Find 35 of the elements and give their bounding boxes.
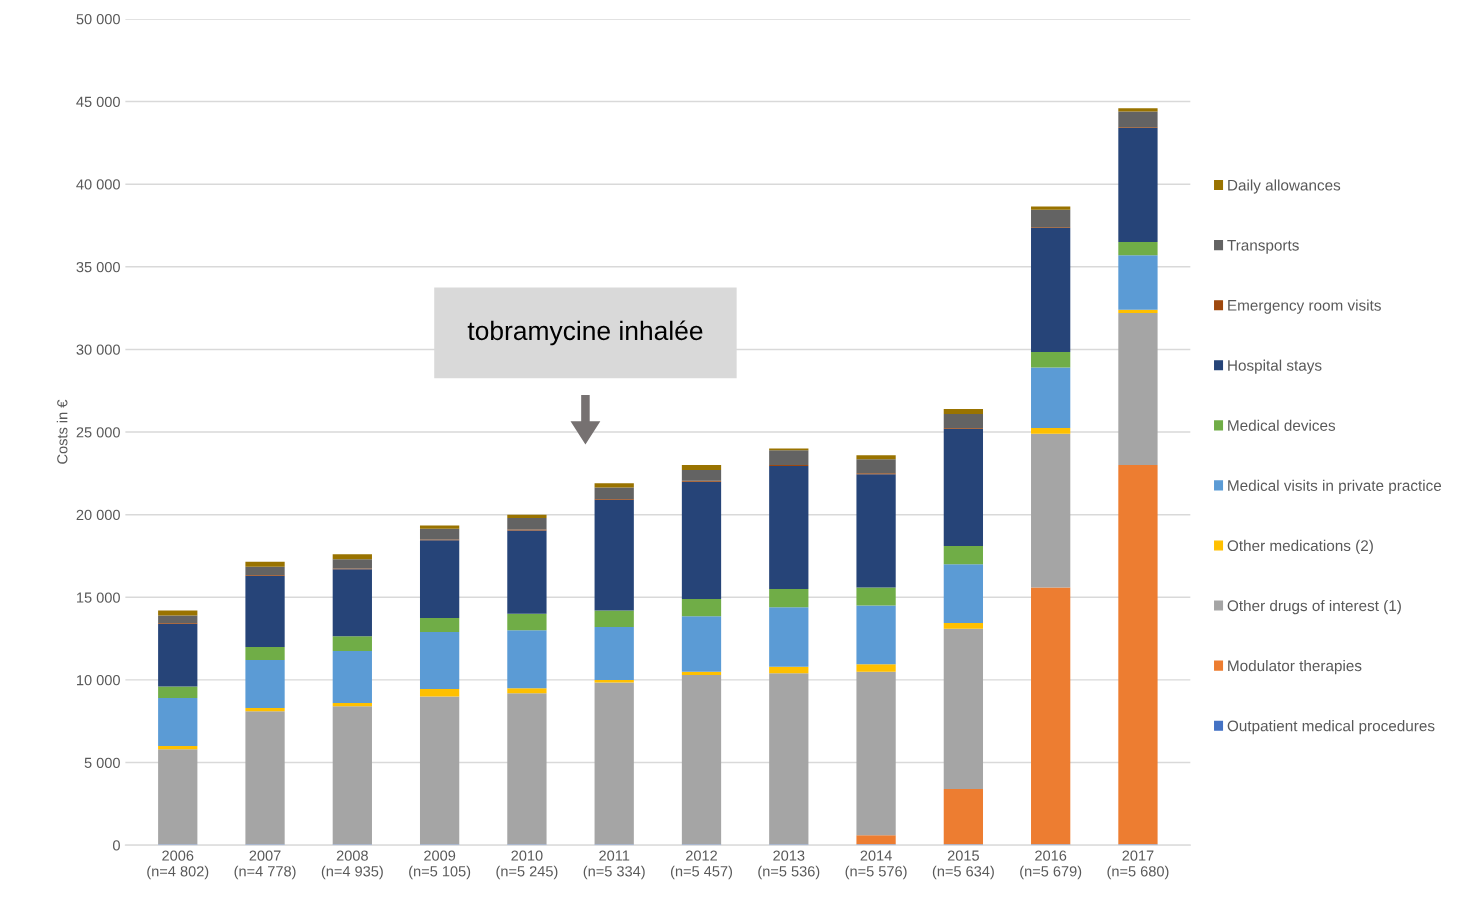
legend-label: Modulator therapies	[1228, 659, 1362, 675]
y-tick-label: 35 000	[76, 261, 120, 273]
x-tick-label: 2016 (n=5 679)	[1020, 850, 1082, 880]
x-tick-label: 2009 (n=5 105)	[409, 850, 471, 880]
y-tick-label: 0	[112, 840, 120, 851]
y-tick-label: 30 000	[76, 344, 120, 355]
x-tick-label: 2015 (n=5 634)	[932, 850, 994, 880]
y-tick-label: 10 000	[77, 675, 120, 686]
x-tick-label: 2010 (n=5 245)	[496, 850, 558, 880]
y-tick-label: 25 000	[76, 427, 120, 438]
y-tick-label: 20 000	[76, 509, 120, 521]
x-tick-label: 2017 (n=5 680)	[1107, 850, 1169, 880]
x-tick-label: 2006 (n=4 802)	[147, 850, 209, 880]
y-tick-label: 15 000	[77, 592, 120, 603]
x-tick-label: 2013 (n=5 536)	[758, 850, 820, 880]
legend-label: Other medications (2)	[1227, 539, 1373, 555]
legend-label: Other drugs of interest (1)	[1227, 599, 1401, 615]
y-tick-label: 5 000	[84, 757, 120, 768]
y-tick-label: 40 000	[76, 179, 120, 190]
x-tick-label: 2014 (n=5 576)	[845, 850, 907, 880]
legend-label: Medical visits in private practice	[1228, 479, 1442, 494]
legend-label: Emergency room visits	[1228, 299, 1381, 314]
legend-label: Transports	[1227, 240, 1299, 254]
legend-label: Outpatient medical procedures	[1227, 720, 1435, 735]
x-tick-label: 2007 (n=4 778)	[234, 850, 296, 880]
legend-label: Hospital stays	[1228, 359, 1322, 374]
x-tick-label: 2012 (n=5 457)	[670, 850, 733, 880]
x-tick-label: 2011 (n=5 334)	[583, 850, 645, 880]
y-axis-title: Costs in €	[56, 399, 68, 464]
legend-label: Medical devices	[1228, 419, 1336, 431]
annotation: tobramycine inhalée	[467, 320, 703, 346]
y-tick-label: 45 000	[76, 96, 120, 107]
legend-label: Daily allowances	[1228, 179, 1341, 194]
y-tick-label: 50 000	[76, 14, 120, 25]
x-tick-label: 2008 (n=4 935)	[321, 850, 383, 880]
